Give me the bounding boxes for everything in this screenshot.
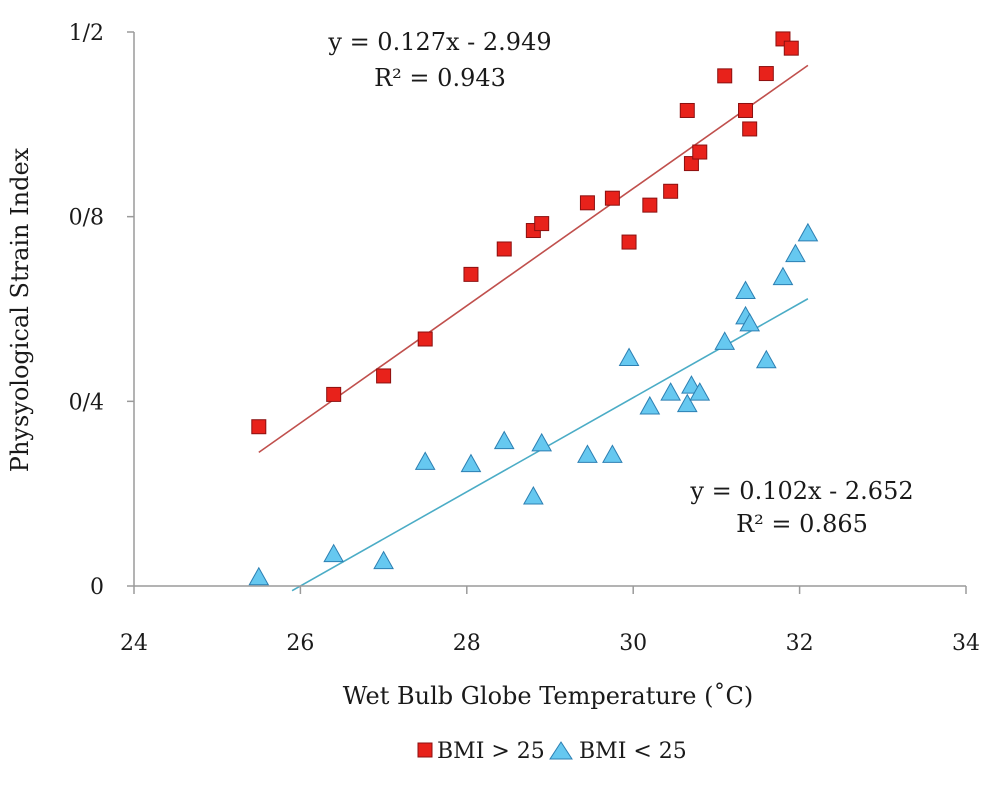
legend-label-bmi-over-25: BMI > 25 [437, 739, 545, 764]
x-axis-title: Wet Bulb Globe Temperature (˚C) [343, 682, 753, 710]
y-tick-label: 0 [90, 575, 104, 600]
data-point-bmi-over-25 [758, 66, 774, 82]
r2-bmi-under-25: R² = 0.865 [736, 510, 868, 538]
legend: BMI > 25 BMI < 25 [417, 739, 687, 764]
data-point-bmi-under-25 [797, 222, 819, 242]
data-point-bmi-over-25 [717, 68, 733, 84]
legend-marker-bmi-over-25 [417, 742, 433, 758]
legend-marker-bmi-under-25 [549, 741, 573, 760]
data-point-bmi-over-25 [579, 195, 595, 211]
data-point-bmi-over-25 [376, 368, 392, 384]
data-point-bmi-over-25 [742, 121, 758, 137]
data-point-bmi-over-25 [679, 102, 695, 118]
data-point-bmi-over-25 [496, 241, 512, 257]
data-point-bmi-under-25 [323, 543, 345, 563]
y-tick-label: 1/2 [69, 21, 104, 46]
x-tick-label: 24 [120, 631, 148, 656]
data-point-bmi-over-25 [738, 102, 754, 118]
data-point-bmi-over-25 [663, 183, 679, 199]
x-tick-label: 30 [619, 631, 647, 656]
x-tick-label: 34 [952, 631, 980, 656]
data-point-bmi-under-25 [689, 382, 711, 401]
data-point-bmi-under-25 [577, 444, 598, 463]
data-point-bmi-under-25 [523, 485, 544, 505]
trendlines [258, 64, 809, 592]
data-point-bmi-over-25 [417, 331, 433, 347]
data-point-bmi-over-25 [642, 197, 658, 213]
data-point-bmi-over-25 [463, 266, 479, 282]
data-point-bmi-under-25 [414, 451, 436, 470]
data-point-bmi-under-25 [618, 347, 640, 366]
data-point-bmi-over-25 [621, 234, 637, 250]
x-tick-label: 28 [453, 631, 481, 656]
r2-bmi-over-25: R² = 0.943 [374, 64, 506, 92]
ticks: 24 26 28 30 32 34 0 0/4 0/8 1/2 [69, 21, 980, 656]
data-point-bmi-under-25 [772, 266, 794, 286]
data-point-bmi-under-25 [531, 432, 553, 452]
data-point-bmi-under-25 [602, 444, 623, 463]
data-point-bmi-over-25 [692, 144, 708, 160]
data-point-bmi-over-25 [534, 216, 550, 232]
data-point-bmi-under-25 [739, 312, 761, 332]
data-point-bmi-under-25 [755, 349, 777, 369]
axes [133, 32, 966, 587]
data-point-bmi-over-25 [326, 386, 342, 402]
y-tick-label: 0/4 [69, 390, 104, 415]
y-tick-label: 0/8 [69, 206, 104, 231]
data-point-bmi-under-25 [676, 393, 698, 413]
data-point-bmi-under-25 [735, 280, 756, 300]
data-point-bmi-under-25 [639, 395, 661, 415]
data-point-bmi-under-25 [248, 566, 270, 586]
data-points [248, 31, 819, 586]
x-tick-label: 26 [286, 631, 314, 656]
data-point-bmi-over-25 [683, 156, 699, 172]
data-point-bmi-over-25 [604, 190, 620, 206]
data-point-bmi-under-25 [785, 243, 806, 263]
y-axis-title: Physyological Strain Index [6, 147, 34, 472]
data-point-bmi-under-25 [493, 430, 515, 450]
data-point-bmi-over-25 [251, 419, 267, 435]
x-tick-label: 32 [786, 631, 814, 656]
equation-bmi-under-25: y = 0.102x - 2.652 [689, 477, 913, 505]
data-point-bmi-under-25 [460, 453, 482, 473]
data-point-bmi-under-25 [660, 382, 681, 401]
trendline-bmi-over-25 [258, 64, 809, 454]
legend-label-bmi-under-25: BMI < 25 [579, 739, 687, 764]
data-point-bmi-over-25 [783, 40, 799, 56]
data-point-bmi-under-25 [714, 331, 736, 350]
equation-bmi-over-25: y = 0.127x - 2.949 [327, 28, 551, 56]
data-point-bmi-under-25 [373, 550, 394, 570]
